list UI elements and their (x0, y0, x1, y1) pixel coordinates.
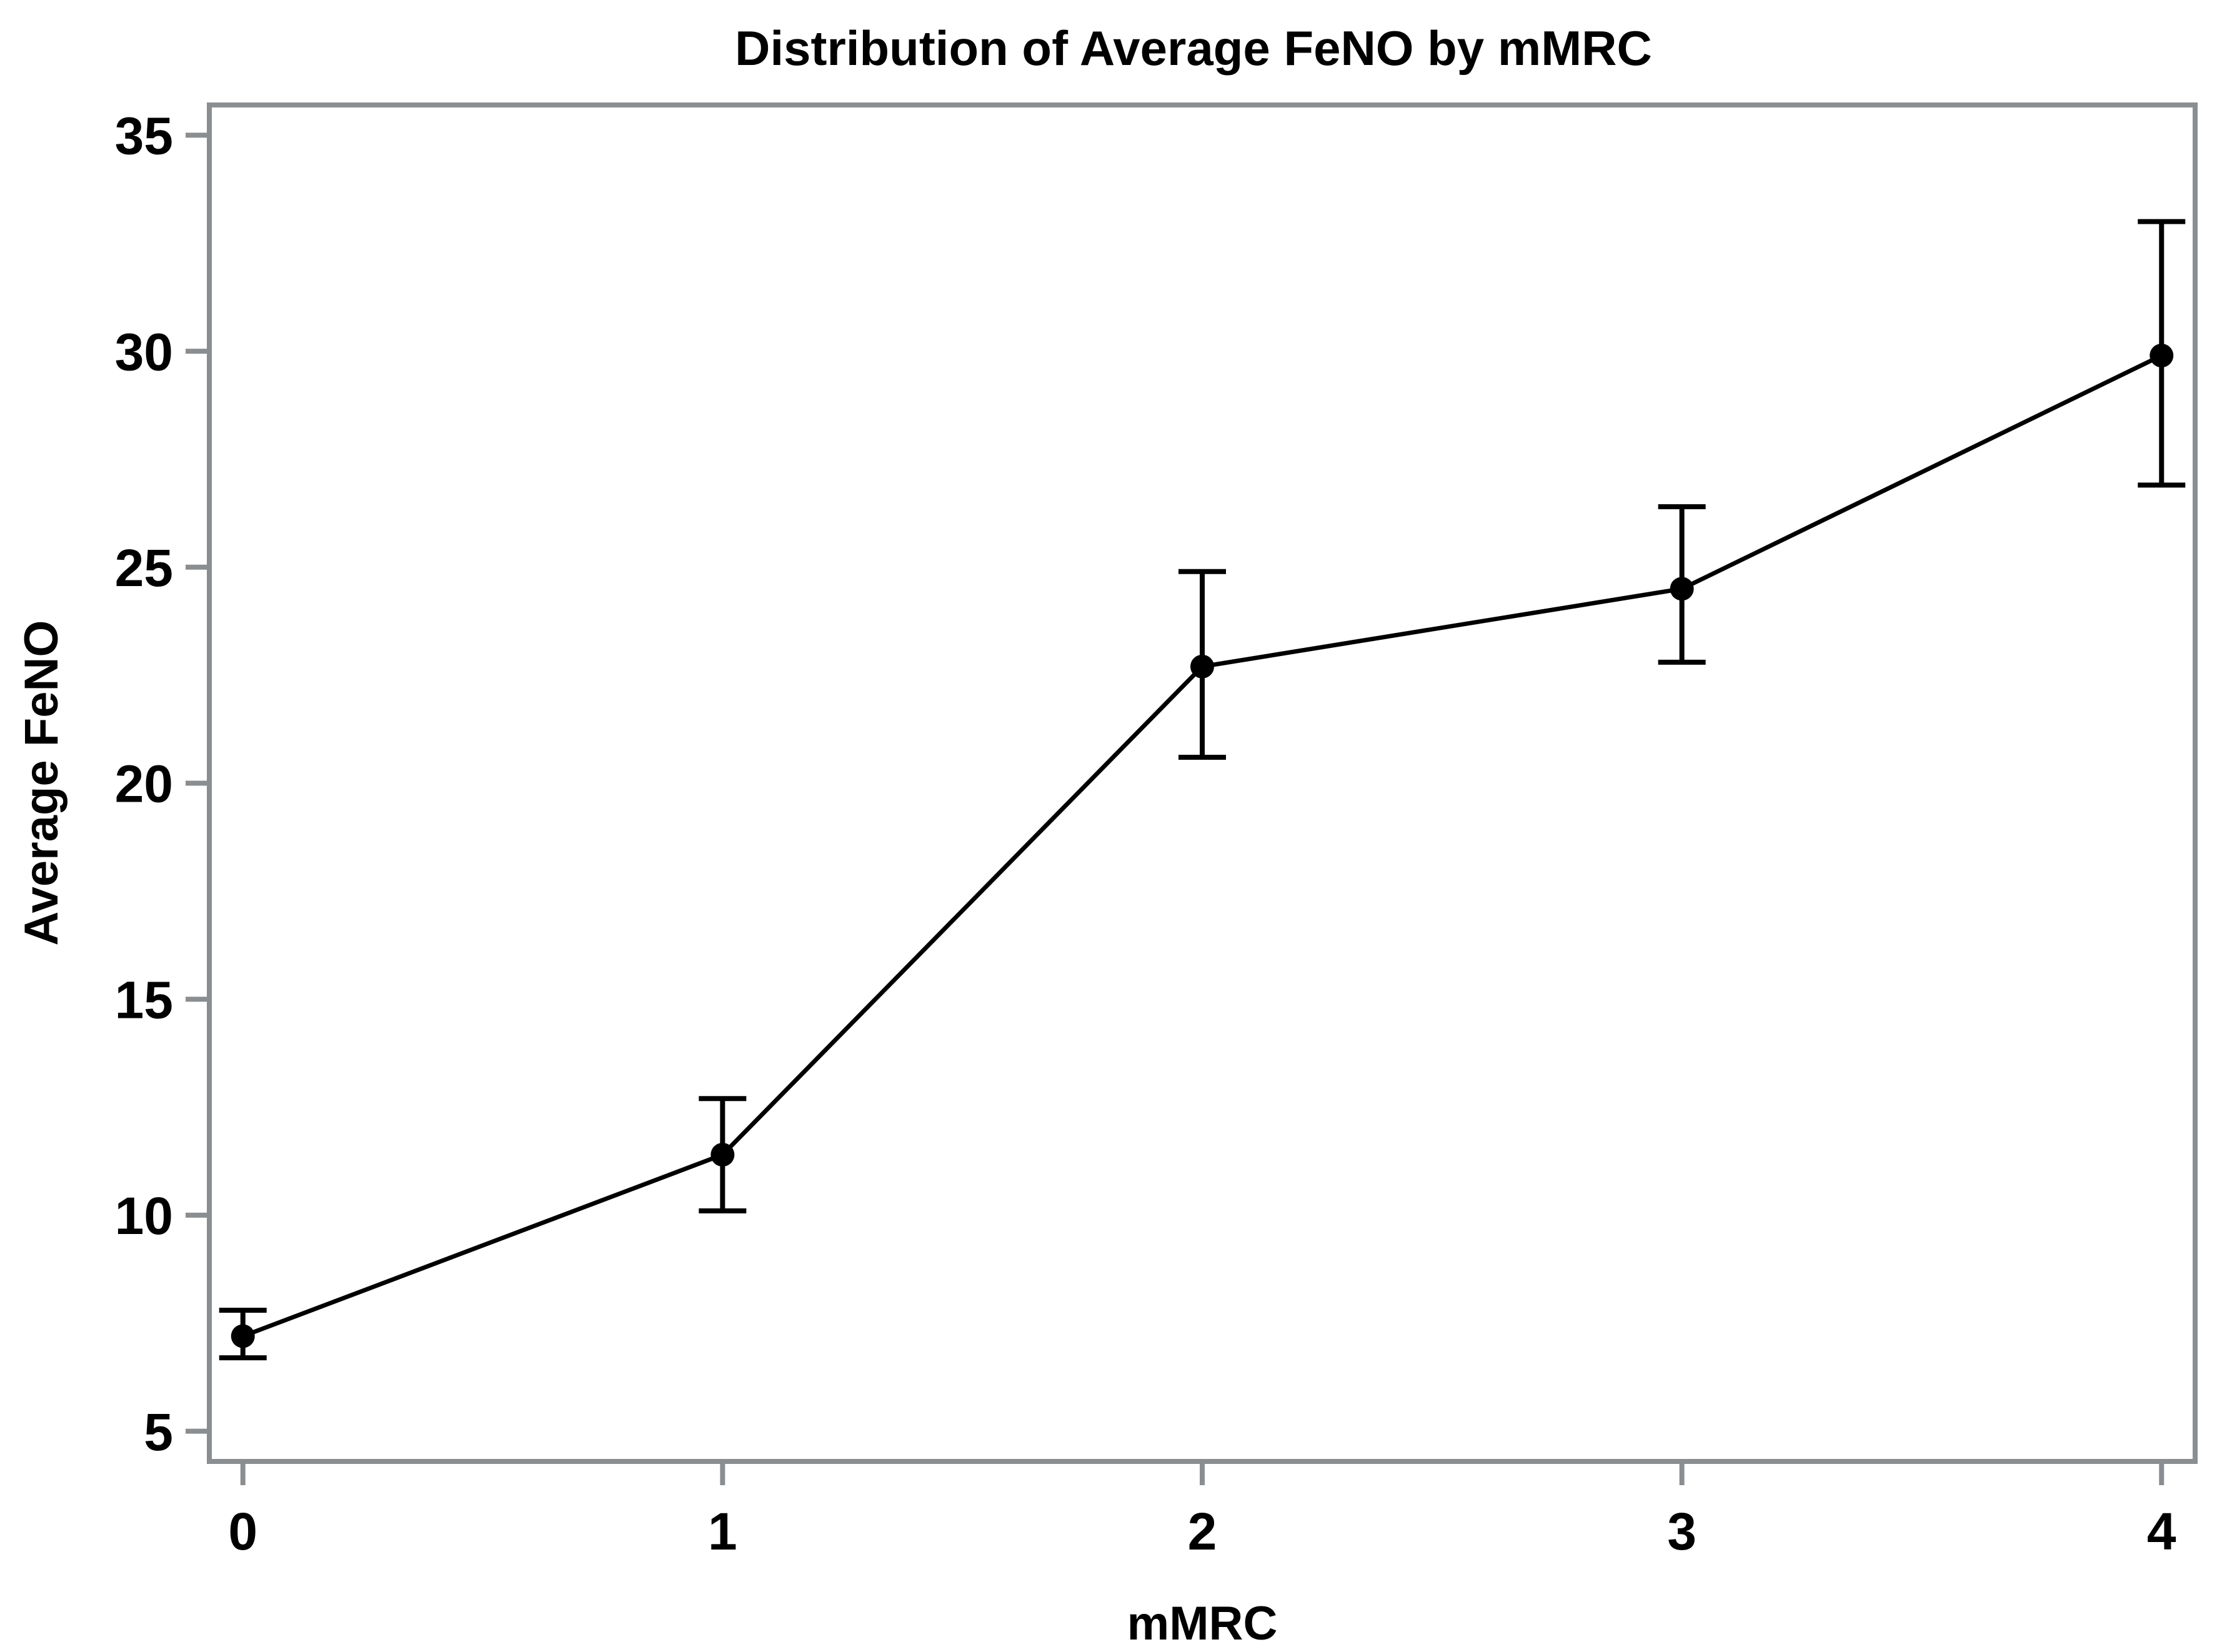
y-tick-label: 5 (144, 1403, 173, 1461)
x-axis-title: mMRC (1127, 1597, 1278, 1650)
tick-labels-group: 5 10 15 20 25 30 35 0 1 2 3 4 (115, 107, 2176, 1561)
axis-ticks-group (186, 132, 2165, 1485)
series-group (219, 219, 2186, 1361)
data-point-marker (710, 1143, 735, 1167)
x-tick-label: 0 (228, 1502, 257, 1561)
y-tick-label: 35 (115, 107, 173, 166)
data-point-marker (2150, 344, 2174, 368)
x-tick-label: 4 (2147, 1502, 2176, 1561)
y-tick-label: 30 (115, 322, 173, 381)
y-tick-label: 10 (115, 1187, 173, 1245)
series-line (242, 353, 2163, 1338)
data-point-marker (231, 1324, 255, 1348)
y-tick-label: 15 (115, 970, 173, 1029)
x-tick-label: 2 (1188, 1502, 1217, 1561)
x-tick-label: 1 (708, 1502, 737, 1561)
chart-title: Distribution of Average FeNO by mMRC (735, 21, 1652, 76)
data-point-marker (1190, 654, 1214, 679)
x-tick-label: 3 (1667, 1502, 1696, 1561)
y-tick-label: 20 (115, 755, 173, 814)
data-point-marker (1670, 577, 1694, 601)
y-axis-title: Average FeNO (15, 620, 68, 946)
plot-frame (207, 102, 2198, 1464)
y-tick-label: 25 (115, 539, 173, 597)
plot-frame-group (207, 102, 2198, 1464)
